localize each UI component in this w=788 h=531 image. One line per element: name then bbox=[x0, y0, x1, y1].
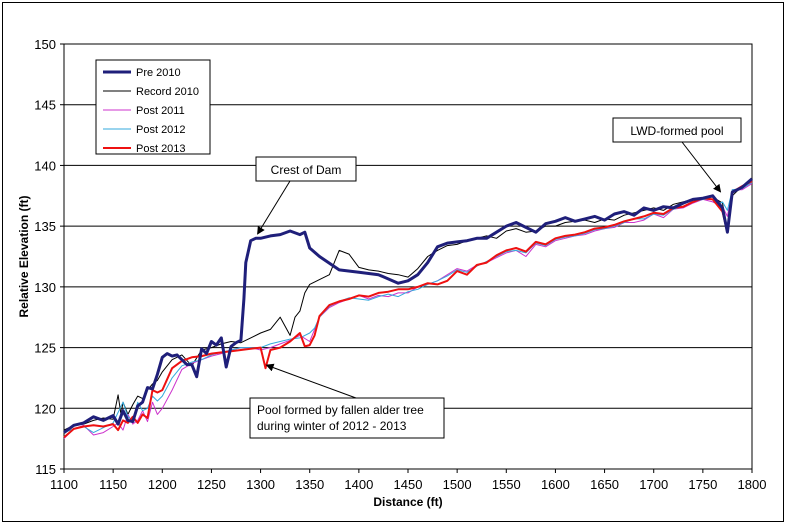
x-tick-label: 1450 bbox=[394, 477, 423, 492]
series-line-post-2012 bbox=[63, 181, 753, 434]
x-tick-label: 1600 bbox=[541, 477, 570, 492]
legend-label: Post 2012 bbox=[136, 124, 186, 136]
series-line-pre-2010 bbox=[63, 177, 753, 434]
legend-label: Record 2010 bbox=[136, 86, 199, 98]
y-axis-label: Relative Elevation (ft) bbox=[17, 195, 31, 317]
y-tick-label: 145 bbox=[34, 98, 56, 113]
annotation-arrow bbox=[681, 141, 722, 193]
x-tick-label: 1800 bbox=[738, 477, 767, 492]
annotation-arrow bbox=[257, 180, 291, 235]
legend-label: Post 2011 bbox=[136, 105, 185, 117]
x-tick-label: 1200 bbox=[148, 477, 177, 492]
y-axis-ticks: 115 120 125 130 135 140 145 150 bbox=[34, 37, 64, 477]
chart-frame bbox=[2, 2, 784, 522]
legend-box bbox=[95, 59, 211, 155]
y-tick-label: 115 bbox=[35, 462, 56, 477]
annotation-alder-pool-box bbox=[249, 397, 445, 439]
x-tick-label: 1150 bbox=[99, 477, 127, 492]
y-tick-label: 125 bbox=[34, 341, 56, 356]
annotation-arrow bbox=[265, 363, 357, 399]
x-axis-label: Distance (ft) bbox=[373, 495, 442, 509]
y-tick-label: 120 bbox=[34, 401, 56, 416]
x-tick-label: 1300 bbox=[246, 477, 275, 492]
y-tick-label: 140 bbox=[34, 158, 56, 173]
legend-label: Pre 2010 bbox=[136, 67, 181, 79]
annotation-alder-pool-line1: Pool formed by fallen alder tree bbox=[257, 403, 424, 417]
x-axis-ticks: 1100 1150 1200 1250 1300 1350 1400 1450 1500 1550… bbox=[50, 469, 766, 492]
y-tick-label: 130 bbox=[34, 280, 56, 295]
x-tick-label: 1750 bbox=[688, 477, 717, 492]
annotation-crest-of-dam-box bbox=[255, 156, 357, 182]
x-tick-label: 1400 bbox=[344, 477, 373, 492]
series-line-post-2011 bbox=[63, 183, 753, 439]
x-tick-label: 1100 bbox=[50, 477, 78, 492]
legend-label: Post 2013 bbox=[136, 143, 186, 155]
x-tick-label: 1350 bbox=[295, 477, 324, 492]
annotations: Crest of Dam LWD-formed pool Pool formed b… bbox=[249, 117, 742, 439]
x-tick-label: 1700 bbox=[639, 477, 668, 492]
legend: Pre 2010 Record 2010 Post 2011 Post 2012 Pos… bbox=[95, 59, 211, 155]
x-tick-label: 1550 bbox=[492, 477, 521, 492]
y-tick-label: 135 bbox=[34, 219, 56, 234]
x-tick-label: 1250 bbox=[197, 477, 226, 492]
annotation-alder-pool-line2: during winter of 2012 - 2013 bbox=[257, 419, 407, 433]
series-line-post-2013 bbox=[63, 180, 753, 439]
x-tick-label: 1650 bbox=[590, 477, 619, 492]
annotation-crest-of-dam: Crest of Dam bbox=[271, 163, 342, 177]
series-layer bbox=[63, 177, 753, 439]
annotation-lwd-formed-pool: LWD-formed pool bbox=[630, 124, 723, 138]
x-tick-label: 1500 bbox=[443, 477, 472, 492]
annotation-lwd-pool-box bbox=[612, 117, 742, 143]
y-tick-label: 150 bbox=[34, 37, 56, 52]
